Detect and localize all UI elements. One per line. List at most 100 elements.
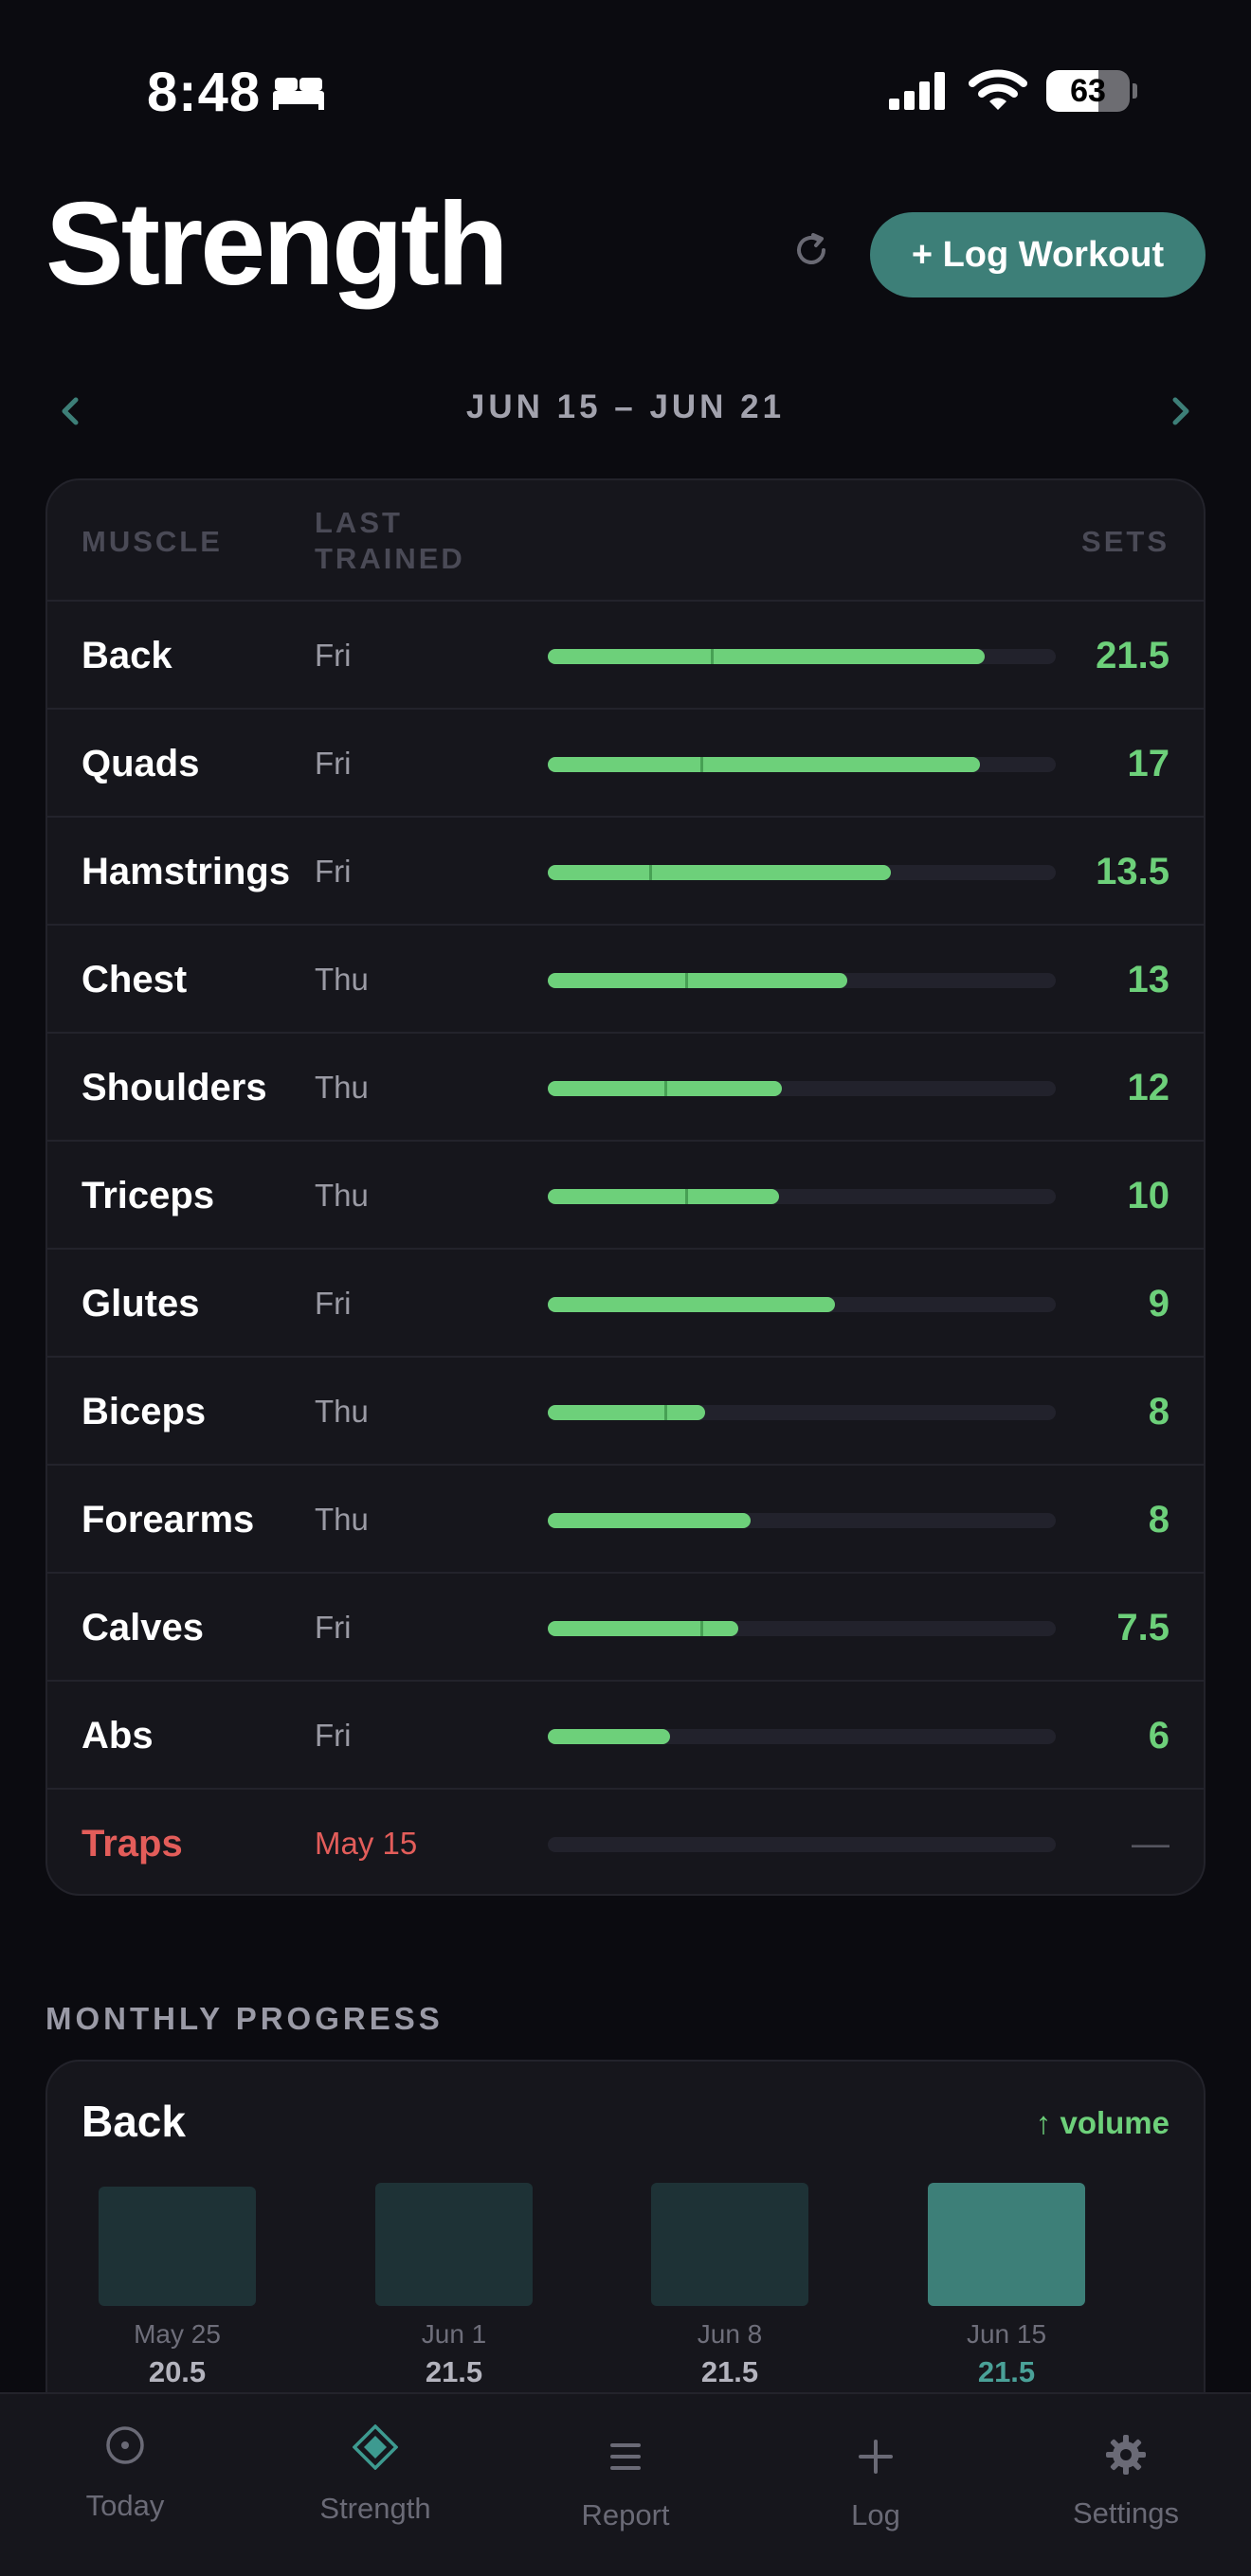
sets-value: 8 [1148,1391,1169,1432]
diamond-icon [352,2423,399,2471]
chevron-right-icon[interactable] [1164,390,1198,432]
last-trained: Thu [315,1070,369,1105]
last-trained: Fri [315,854,352,889]
bed-icon [271,70,326,112]
tab-label: Today [85,2489,165,2522]
muscle-name: Calves [82,1607,204,1648]
week-volume-block [99,2187,256,2306]
sets-bar-fill [548,1297,835,1312]
target-marker [649,865,653,880]
muscle-name: Glutes [82,1283,200,1324]
sets-bar-fill [548,973,848,988]
week-value: 21.5 [977,2355,1036,2388]
sets-bar-fill [548,1621,738,1636]
last-trained: Fri [315,638,352,673]
muscle-name: Traps [82,1823,183,1864]
table-row[interactable]: Triceps Thu 10 [47,1142,1204,1250]
target-marker [664,1405,668,1420]
target-marker [699,1621,703,1636]
table-header: MUSCLE LAST TRAINED SETS [47,480,1204,602]
tab-settings[interactable]: Settings [1031,2394,1221,2576]
column-header-muscle: MUSCLE [82,525,223,558]
sets-bar-track [548,1837,1056,1852]
week-value: 21.5 [700,2355,759,2388]
table-row[interactable]: Chest Thu 13 [47,926,1204,1034]
sets-bar-track [548,1081,1056,1096]
week-label: May 25 [134,2319,221,2349]
sets-bar-fill [548,757,980,772]
sets-bar-track [548,1405,1056,1420]
muscle-name: Hamstrings [82,851,291,892]
sets-bar-track [548,757,1056,772]
table-row[interactable]: Biceps Thu 8 [47,1358,1204,1466]
sets-value: 6 [1148,1715,1169,1756]
status-time: 8:48 [147,62,262,123]
table-row[interactable]: Back Fri 21.5 [47,602,1204,710]
sets-value: 21.5 [1096,635,1169,676]
sets-bar-fill [548,1513,752,1528]
wifi-icon [969,68,1027,112]
sets-bar-track [548,973,1056,988]
last-trained: May 15 [315,1826,418,1861]
target-marker [684,1189,688,1204]
last-trained: Thu [315,1502,369,1537]
gear-icon [1103,2432,1149,2477]
log-workout-button[interactable]: + Log Workout [870,212,1206,297]
week-label: Jun 1 [421,2319,487,2349]
sets-value: 13.5 [1096,851,1169,892]
week-range-label: JUN 15 – JUN 21 [465,388,786,425]
table-row[interactable]: Quads Fri 17 [47,710,1204,818]
week-label: Jun 8 [697,2319,763,2349]
sets-bar-track [548,1513,1056,1528]
cellular-signal-icon [887,70,950,112]
sets-value: 9 [1148,1283,1169,1324]
tab-log[interactable]: Log [781,2394,970,2576]
target-icon [102,2423,148,2468]
table-row[interactable]: Abs Fri 6 [47,1682,1204,1790]
muscle-name: Shoulders [82,1067,267,1108]
list-icon [603,2434,648,2479]
last-trained: Fri [315,746,352,781]
last-trained: Fri [315,1286,352,1321]
target-marker [664,1081,668,1096]
sets-bar-fill [548,649,985,664]
table-row[interactable]: Calves Fri 7.5 [47,1574,1204,1682]
muscle-sets-table: MUSCLE LAST TRAINED SETS Back Fri 21.5 Quad… [45,478,1206,1896]
week-volume-block [375,2183,533,2306]
monthly-progress-label: MONTHLY PROGRESS [45,2001,444,2036]
battery-icon: 63 [1046,70,1137,112]
volume-trend-badge: ↑ volume [1035,2105,1169,2140]
table-row[interactable]: Shoulders Thu 12 [47,1034,1204,1142]
week-label: Jun 15 [966,2319,1047,2349]
table-row[interactable]: Hamstrings Fri 13.5 [47,818,1204,926]
sets-bar-fill [548,1729,670,1744]
table-row[interactable]: Glutes Fri 9 [47,1250,1204,1358]
tab-label: Strength [319,2492,431,2525]
tab-report[interactable]: Report [531,2394,720,2576]
sets-value: 17 [1127,743,1170,784]
table-row[interactable]: Forearms Thu 8 [47,1466,1204,1574]
refresh-icon[interactable] [790,229,832,271]
table-row[interactable]: Traps May 15 — [47,1790,1204,1894]
tab-label: Report [581,2498,670,2531]
sets-value: 13 [1127,959,1170,1000]
sets-bar-track [548,649,1056,664]
sets-value: 8 [1148,1499,1169,1540]
chevron-left-icon[interactable] [53,390,87,432]
tab-today[interactable]: Today [30,2394,220,2576]
sets-bar-fill [548,1189,779,1204]
last-trained: Thu [315,1178,369,1213]
sets-bar-track [548,865,1056,880]
target-marker [684,973,688,988]
muscle-name: Chest [82,959,188,1000]
week-value: 20.5 [148,2355,207,2388]
muscle-name: Abs [82,1715,154,1756]
tab-label: Log [851,2498,900,2531]
tab-strength[interactable]: Strength [281,2394,470,2576]
column-header-sets: SETS [1081,525,1169,558]
tab-bar: Today Strength Report Log [0,2392,1251,2576]
progress-muscle-title: Back [82,2097,186,2146]
target-marker [699,757,703,772]
sets-bar-track [548,1297,1056,1312]
muscle-name: Quads [82,743,200,784]
